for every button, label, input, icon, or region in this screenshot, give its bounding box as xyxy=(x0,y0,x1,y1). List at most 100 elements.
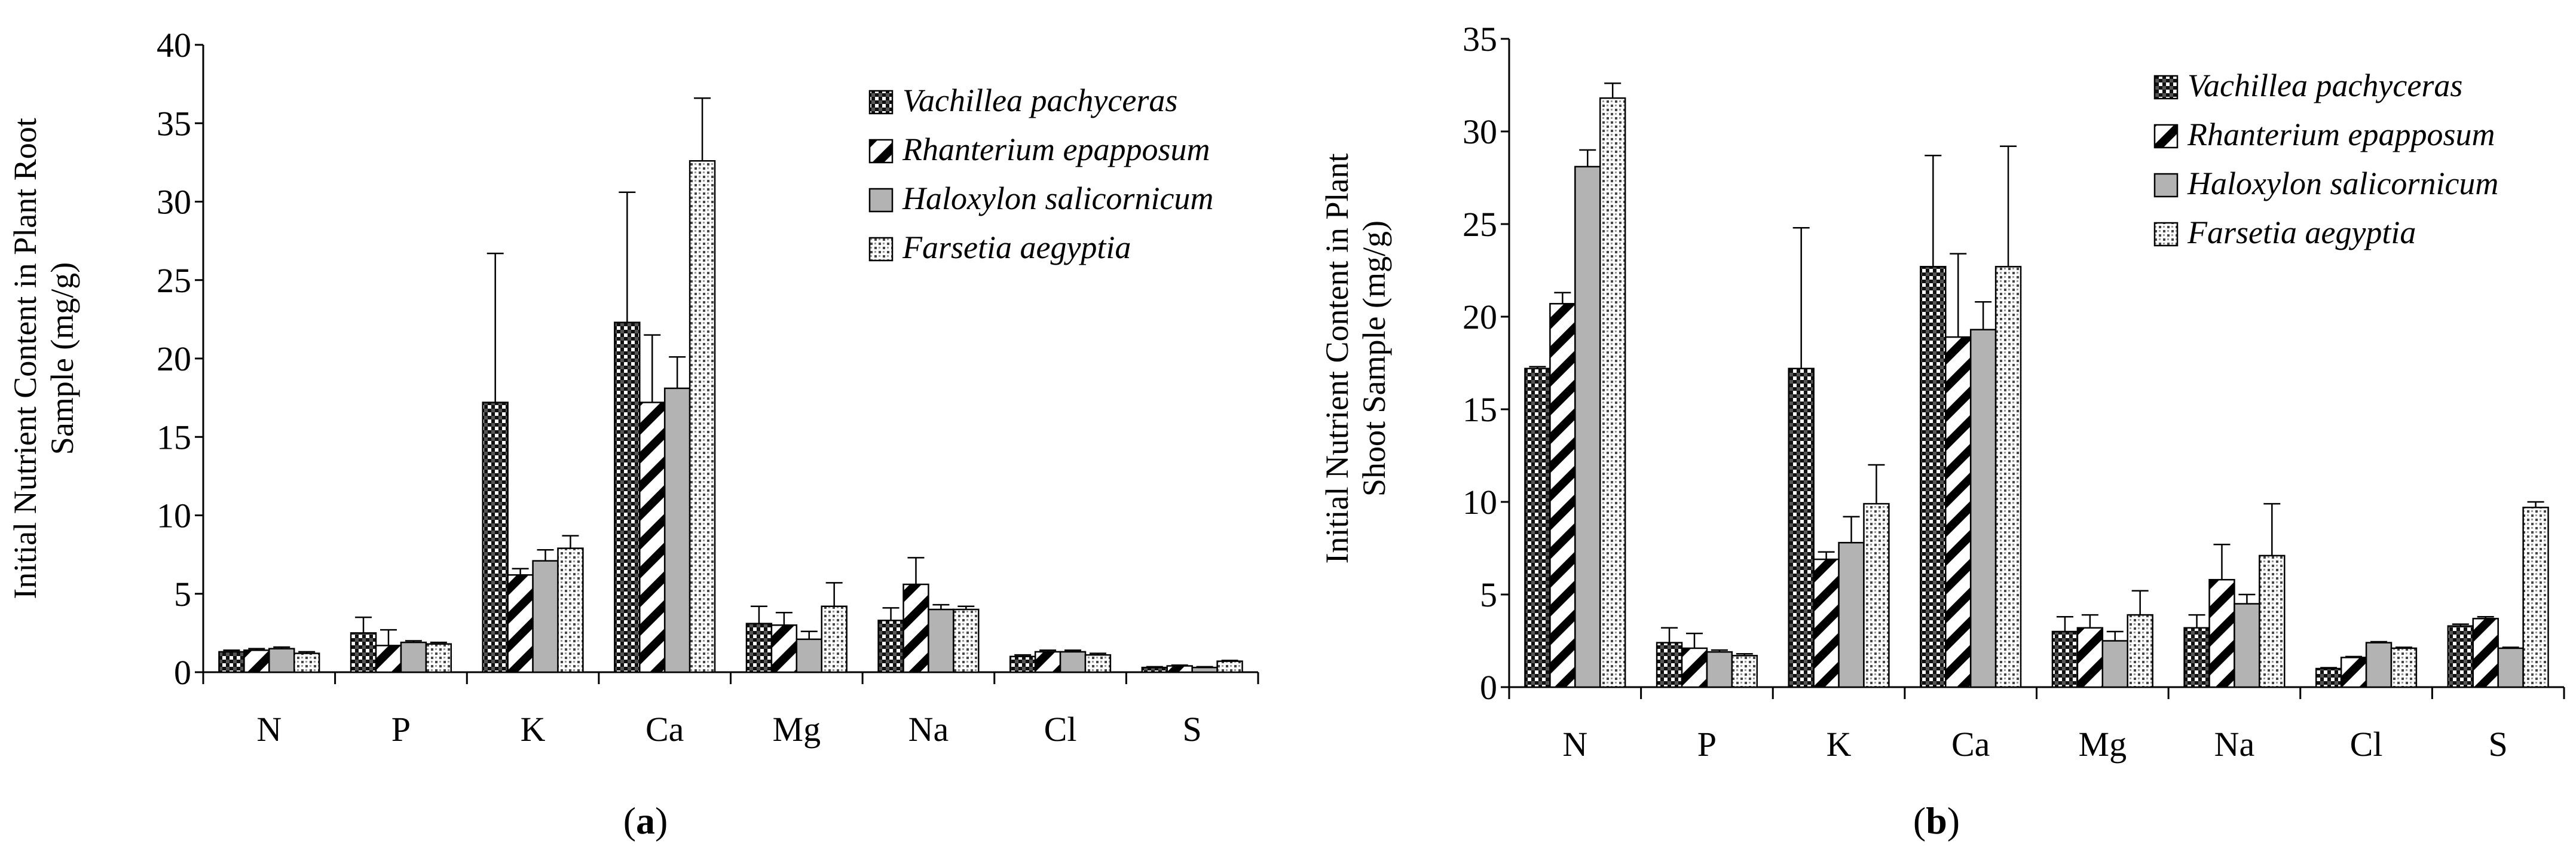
bar xyxy=(1034,651,1061,673)
bar xyxy=(1788,367,1815,688)
legend-swatch xyxy=(868,237,894,262)
bar xyxy=(663,387,691,673)
x-tick-label: P xyxy=(391,710,411,749)
y-axis-label: Initial Nutrient Content in PlantShoot S… xyxy=(1319,154,1392,564)
bar xyxy=(2076,627,2104,688)
x-tick-label: Mg xyxy=(773,710,821,749)
y-tick-label: 5 xyxy=(174,575,191,614)
bar xyxy=(1191,666,1218,673)
bar xyxy=(2127,614,2153,688)
bar xyxy=(400,641,427,673)
bar xyxy=(532,560,559,673)
bar xyxy=(218,651,245,673)
bar xyxy=(2390,647,2418,688)
y-axis-label: Initial Nutrient Content in Plant RootSa… xyxy=(7,118,80,599)
bar xyxy=(689,160,716,673)
bar xyxy=(2183,627,2210,688)
bar xyxy=(1141,666,1168,673)
y-axis-label-line: Initial Nutrient Content in Plant xyxy=(1319,154,1355,564)
bar xyxy=(2365,642,2393,688)
bar xyxy=(1706,651,1733,688)
x-tick-label: S xyxy=(2489,725,2508,764)
bar xyxy=(1084,654,1112,673)
legend-label: Rhanterium epapposum xyxy=(2187,117,2495,152)
bar xyxy=(821,605,848,673)
y-tick-label: 25 xyxy=(157,261,191,300)
bar xyxy=(2259,554,2286,688)
x-tick-label: Mg xyxy=(2079,725,2127,764)
y-tick-label: 15 xyxy=(1463,390,1497,429)
bar xyxy=(902,583,929,673)
y-tick-label: 0 xyxy=(1480,668,1497,707)
bar xyxy=(1656,642,1683,688)
bar xyxy=(1059,651,1087,673)
bar xyxy=(2315,667,2342,688)
bar xyxy=(953,608,980,673)
y-axis-label-line: Initial Nutrient Content in Plant Root xyxy=(7,118,43,599)
legend-label: Rhanterium epapposum xyxy=(902,131,1210,167)
bar xyxy=(2234,603,2260,688)
bar xyxy=(293,652,320,673)
x-tick-label: S xyxy=(1183,710,1202,749)
x-tick-label: N xyxy=(1562,725,1587,764)
x-tick-label: Ca xyxy=(1951,725,1990,764)
bar xyxy=(2340,657,2367,688)
legend-swatch xyxy=(2153,222,2179,247)
bar xyxy=(1945,336,1972,688)
bar xyxy=(2101,640,2128,688)
x-tick-label: Cl xyxy=(1044,710,1077,749)
y-tick-label: 30 xyxy=(157,183,191,222)
bar xyxy=(745,623,773,673)
legend-label: Haloxylon salicornicum xyxy=(2187,166,2498,201)
bar xyxy=(1166,665,1193,673)
y-tick-label: 15 xyxy=(157,418,191,456)
x-tick-label: Na xyxy=(908,710,949,749)
bar xyxy=(614,321,641,673)
y-tick-label: 35 xyxy=(157,104,191,143)
bar xyxy=(268,648,295,673)
y-tick-label: 5 xyxy=(1480,575,1497,614)
y-tick-label: 35 xyxy=(1463,20,1497,59)
panel-label: (b) xyxy=(1913,799,1960,842)
x-tick-label: K xyxy=(521,710,546,749)
legend-swatch xyxy=(868,90,894,115)
bar xyxy=(2497,647,2524,688)
panel-label: (a) xyxy=(623,799,668,842)
y-tick-label: 10 xyxy=(1463,483,1497,522)
bar xyxy=(2522,507,2549,688)
bar xyxy=(1009,655,1036,673)
y-axis-label-line: Sample (mg/g) xyxy=(44,262,80,455)
bar xyxy=(425,643,452,673)
bar xyxy=(639,402,666,673)
x-tick-label: Cl xyxy=(2350,725,2383,764)
bar xyxy=(557,547,584,673)
legend-label: Vachillea pachyceras xyxy=(2188,68,2462,103)
bar xyxy=(1838,541,1865,688)
bar xyxy=(243,649,270,673)
y-tick-label: 40 xyxy=(157,26,191,65)
y-tick-label: 10 xyxy=(157,497,191,535)
bar xyxy=(770,624,798,673)
bar xyxy=(375,645,402,673)
bar xyxy=(2051,630,2079,688)
bar xyxy=(1920,266,1947,688)
bar xyxy=(877,620,904,673)
x-tick-label: K xyxy=(1827,725,1852,764)
legend-label: Haloxylon salicornicum xyxy=(902,180,1213,216)
bar xyxy=(1994,266,2022,688)
y-tick-label: 20 xyxy=(1463,298,1497,336)
y-tick-label: 30 xyxy=(1463,112,1497,151)
legend-swatch xyxy=(2153,75,2179,100)
legend-swatch xyxy=(868,188,894,213)
bar xyxy=(928,608,954,673)
x-tick-label: Ca xyxy=(645,710,684,749)
y-tick-label: 20 xyxy=(157,339,191,378)
y-tick-label: 25 xyxy=(1463,205,1497,244)
bar xyxy=(2447,625,2474,688)
legend-swatch xyxy=(868,139,894,164)
bar xyxy=(1969,329,1997,688)
y-axis-label-line: Shoot Sample (mg/g) xyxy=(1356,220,1392,497)
bar xyxy=(1524,367,1551,688)
bar xyxy=(1216,660,1243,673)
